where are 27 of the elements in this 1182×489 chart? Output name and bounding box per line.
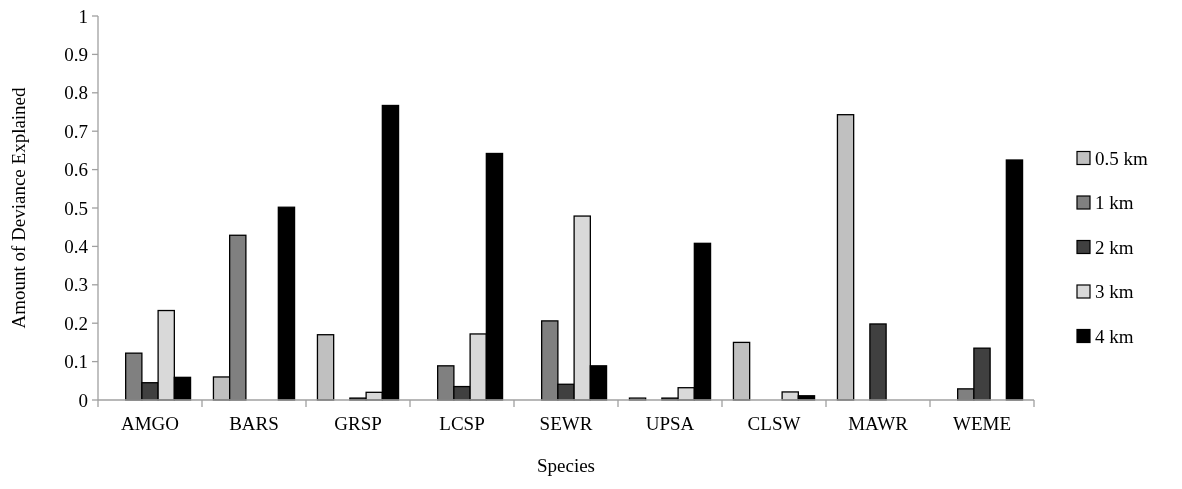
- x-tick-label: AMGO: [120, 413, 180, 434]
- legend-label: 1 km: [1095, 192, 1134, 214]
- y-tick-label: 0.6: [64, 159, 88, 181]
- legend-label: 2 km: [1095, 236, 1134, 258]
- x-tick-label: MAWR: [848, 413, 909, 434]
- y-tick-label: 0.8: [64, 82, 88, 104]
- y-tick-label: 0.1: [64, 351, 88, 373]
- y-tick-label: 0.4: [64, 236, 89, 258]
- x-tick-label: UPSA: [645, 413, 695, 434]
- y-axis-title: Amount of Deviance Explained: [8, 86, 29, 329]
- y-tick-label: 0.9: [64, 44, 88, 66]
- x-tick-label: SEWR: [539, 413, 593, 434]
- y-tick-label: 0.7: [64, 120, 88, 142]
- x-tick-label: LCSP: [439, 413, 485, 434]
- legend-label: 0.5 km: [1095, 147, 1148, 169]
- x-tick-label: WEME: [952, 413, 1012, 434]
- legend-label: 3 km: [1095, 281, 1134, 303]
- y-tick-label: 0.3: [64, 274, 88, 296]
- x-tick-label: BARS: [229, 413, 279, 434]
- x-axis-title: Species: [536, 455, 596, 476]
- y-tick-label: 0.5: [64, 197, 88, 219]
- x-tick-label: GRSP: [334, 413, 382, 434]
- y-tick-label: 1: [78, 5, 88, 27]
- legend-label: 4 km: [1095, 325, 1134, 347]
- y-tick-label: 0: [78, 389, 88, 411]
- y-tick-label: 0.2: [64, 312, 88, 334]
- x-tick-label: CLSW: [747, 413, 801, 434]
